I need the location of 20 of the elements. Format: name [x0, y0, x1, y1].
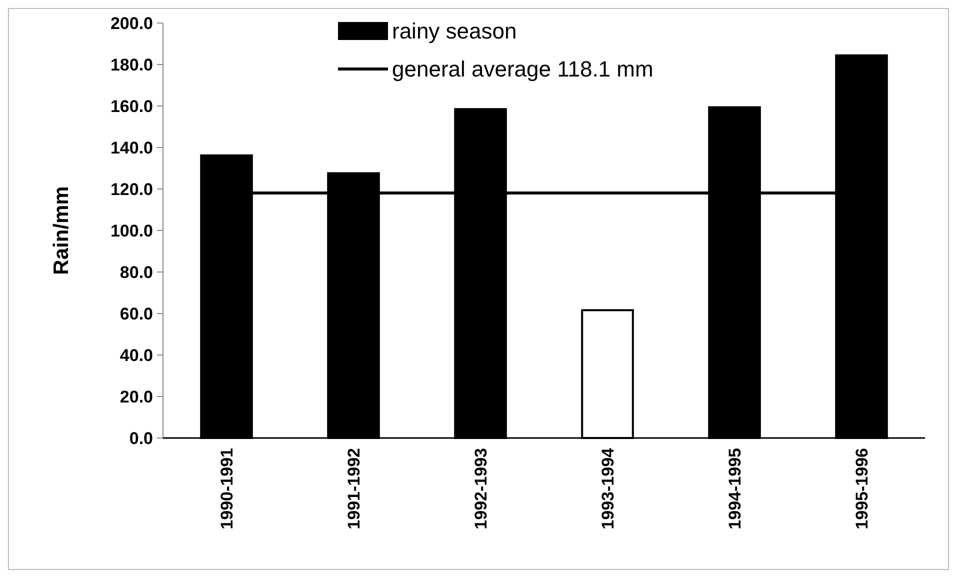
x-tick-label: 1995-1996 [852, 448, 872, 530]
y-tick-label: 0.0 [129, 428, 153, 448]
x-tick-label: 1992-1993 [471, 448, 490, 530]
y-tick-label: 180.0 [110, 55, 153, 74]
y-tick-label: 40.0 [120, 346, 153, 365]
legend-label: rainy season [392, 18, 517, 44]
x-tick-label: 1993-1994 [598, 447, 618, 530]
y-axis-title: Rain/mm [50, 186, 73, 275]
y-tick-label: 100.0 [110, 221, 153, 240]
y-tick-label: 140.0 [110, 138, 153, 158]
y-tick-label: 60.0 [120, 304, 153, 324]
y-tick-label: 120.0 [110, 180, 153, 199]
y-tick-label: 80.0 [120, 262, 153, 282]
y-tick-label: 200.0 [110, 14, 153, 33]
y-tick-label: 160.0 [110, 96, 153, 116]
y-tick-label: 20.0 [120, 387, 153, 406]
x-tick-label: 1991-1992 [344, 448, 364, 530]
x-tick-label: 1990-1991 [217, 448, 236, 530]
x-tick-label: 1994-1995 [725, 448, 744, 530]
legend-label: general average 118.1 mm [392, 56, 654, 82]
